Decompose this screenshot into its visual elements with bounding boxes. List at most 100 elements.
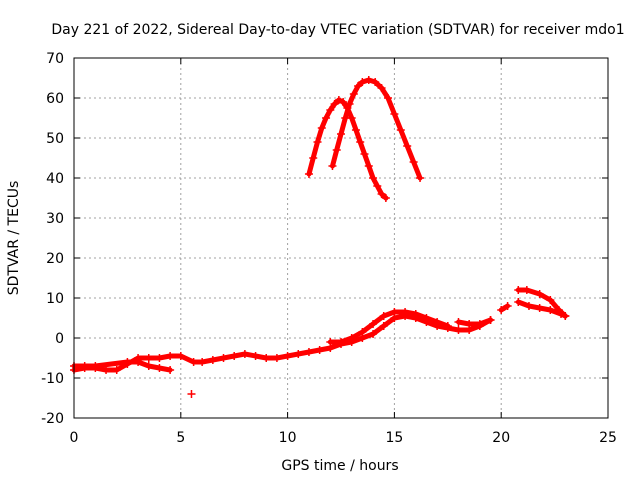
data-point <box>403 142 412 150</box>
data-point <box>189 358 198 366</box>
data-point <box>373 182 382 190</box>
series-arc-2 <box>330 77 423 181</box>
data-point <box>443 322 452 330</box>
y-tick-label: 60 <box>46 91 64 107</box>
data-point <box>377 190 386 198</box>
data-point <box>230 352 239 360</box>
data-point <box>514 286 523 294</box>
data-point <box>251 352 260 360</box>
data-point <box>102 366 111 374</box>
data-point <box>313 138 322 146</box>
data-point <box>546 296 555 304</box>
x-axis-ticks: 0 5 10 15 20 25 <box>70 58 617 446</box>
y-tick-label: 10 <box>46 291 64 307</box>
data-point <box>354 82 363 90</box>
data-point <box>166 352 175 360</box>
x-axis-label: GPS time / hours <box>281 458 398 474</box>
data-point <box>304 170 313 178</box>
x-tick-label: 10 <box>279 430 297 446</box>
data-point <box>358 78 367 86</box>
data-point <box>262 354 271 362</box>
y-tick-label: -20 <box>41 411 64 427</box>
data-point <box>347 334 356 342</box>
data-point <box>208 356 217 364</box>
y-tick-label: 50 <box>46 131 64 147</box>
data-point <box>144 354 153 362</box>
data-point <box>486 316 495 324</box>
data-point <box>416 174 425 182</box>
series-secondary <box>456 317 493 327</box>
data-point <box>358 328 367 336</box>
x-tick-label: 5 <box>176 430 185 446</box>
data-point <box>91 362 100 370</box>
chart-title: Day 221 of 2022, Sidereal Day-to-day VTE… <box>51 22 624 38</box>
data-point <box>166 366 175 374</box>
data-point <box>326 106 335 114</box>
data-point <box>337 130 345 138</box>
plot-frame <box>73 57 609 419</box>
x-tick-label: 15 <box>385 430 403 446</box>
data-point <box>112 366 121 374</box>
grid <box>74 58 608 418</box>
series-baseline <box>71 313 493 373</box>
y-axis-label: SDTVAR / TECUs <box>6 181 22 296</box>
data-point <box>283 352 292 360</box>
outlier-points <box>187 390 196 398</box>
data-point <box>465 320 474 328</box>
data-point <box>546 306 555 314</box>
data-point <box>309 154 318 162</box>
data-point <box>144 362 153 370</box>
data-point <box>80 362 89 370</box>
data-point <box>219 354 228 362</box>
data-point <box>411 310 420 318</box>
data-point <box>341 114 350 122</box>
data-point <box>155 364 164 372</box>
data-point <box>401 308 410 316</box>
data-point <box>155 354 164 362</box>
data-point <box>240 350 249 358</box>
data-point <box>317 124 326 132</box>
outlier-point <box>187 390 196 398</box>
data-point <box>369 330 378 338</box>
y-axis-ticks: -20 -10 0 10 20 30 40 50 60 70 <box>41 51 608 427</box>
data-point <box>351 126 360 134</box>
x-tick-label: 25 <box>599 430 617 446</box>
y-tick-label: 40 <box>46 171 64 187</box>
y-tick-label: 70 <box>46 51 64 67</box>
data-point <box>522 286 531 294</box>
data-point <box>176 352 185 360</box>
data-point <box>390 308 399 316</box>
data-point <box>134 358 143 366</box>
data-point <box>337 338 345 346</box>
data-point <box>377 84 386 92</box>
data-point <box>396 126 405 134</box>
data-point <box>315 346 324 354</box>
data-point <box>369 174 378 182</box>
data-point <box>369 320 378 328</box>
data-point <box>475 320 484 328</box>
data-point <box>422 314 431 322</box>
data-point <box>379 312 388 320</box>
y-tick-label: 30 <box>46 211 64 227</box>
data-point <box>454 326 463 334</box>
data-point <box>332 146 341 154</box>
data-point <box>514 298 523 306</box>
data-point <box>535 290 544 298</box>
data-point <box>330 100 339 108</box>
data-point <box>371 78 380 86</box>
data-point <box>497 306 506 314</box>
data-point <box>345 100 354 108</box>
data-point <box>349 90 358 98</box>
data-point <box>535 304 544 312</box>
data-point <box>123 358 132 366</box>
data-point <box>561 312 570 320</box>
data-point <box>294 350 303 358</box>
data-point <box>390 110 399 118</box>
x-tick-label: 0 <box>70 430 79 446</box>
data-point <box>360 150 369 158</box>
data-point <box>409 158 418 166</box>
data-series <box>70 76 570 374</box>
data-point <box>383 94 392 102</box>
data-point <box>379 322 388 330</box>
